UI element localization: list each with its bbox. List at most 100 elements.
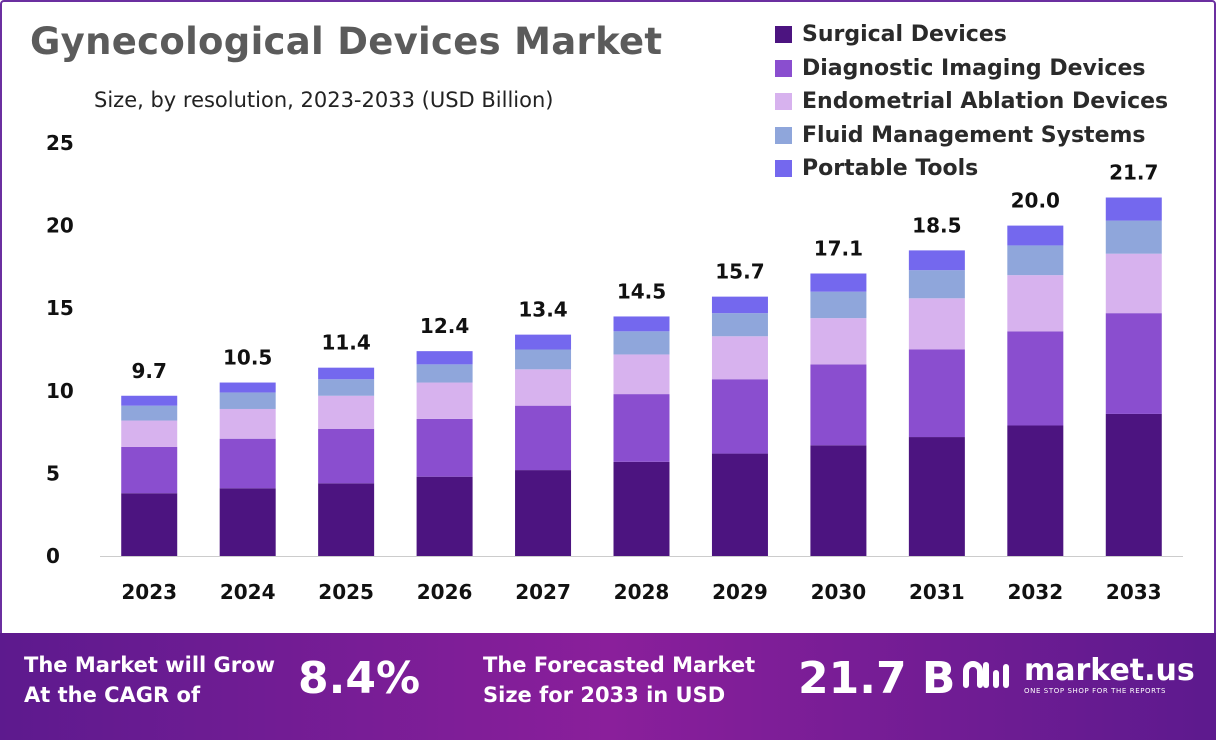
- legend-label: Surgical Devices: [802, 22, 1007, 48]
- bar-segment: [613, 331, 670, 355]
- legend-swatch: [775, 126, 792, 144]
- bar-segment: [613, 461, 670, 556]
- legend-item-endometrial-ablation-devices: Endometrial Ablation Devices: [775, 85, 1168, 119]
- brand-name: market.us: [1024, 653, 1195, 688]
- x-tick-label: 2028: [614, 580, 670, 604]
- bar-segment: [318, 395, 375, 429]
- cagr-caption-line1: The Market will Grow: [24, 653, 275, 677]
- bar-segment: [1105, 313, 1162, 414]
- bar-segment: [810, 364, 867, 446]
- bar-segment: [318, 379, 375, 396]
- summary-banner: The Market will Grow At the CAGR of 8.4%…: [0, 633, 1216, 740]
- bar-segment: [515, 334, 572, 350]
- bar-total-label: 21.7: [1109, 161, 1158, 185]
- legend-swatch: [775, 160, 792, 178]
- bar-segment: [121, 420, 178, 447]
- bar-segment: [121, 405, 178, 421]
- bar-segment: [1007, 425, 1064, 556]
- bar-total-label: 20.0: [1011, 189, 1060, 213]
- legend-swatch: [775, 59, 792, 77]
- y-tick-label: 15: [46, 296, 74, 320]
- brand-tagline: ONE STOP SHOP FOR THE REPORTS: [1024, 687, 1167, 695]
- x-tick-label: 2024: [220, 580, 276, 604]
- y-tick-label: 5: [46, 461, 60, 485]
- bar-segment: [416, 476, 473, 556]
- legend-item-surgical-devices: Surgical Devices: [775, 18, 1168, 52]
- bar-segment: [908, 349, 965, 438]
- legend-item-fluid-management-systems: Fluid Management Systems: [775, 119, 1168, 153]
- bar-segment: [515, 470, 572, 556]
- legend-item-diagnostic-imaging-devices: Diagnostic Imaging Devices: [775, 52, 1168, 86]
- bar-segment: [810, 445, 867, 556]
- y-tick-label: 0: [46, 544, 60, 568]
- bar-segment: [810, 273, 867, 292]
- bar-segment: [515, 369, 572, 406]
- x-tick-label: 2025: [318, 580, 374, 604]
- bar-segment: [219, 438, 276, 489]
- forecast-caption: The Forecasted Market Size for 2033 in U…: [483, 650, 755, 710]
- bar-segment: [908, 250, 965, 271]
- bar-segment: [416, 382, 473, 419]
- bar-segment: [1105, 413, 1162, 556]
- bar-total-label: 18.5: [912, 213, 961, 237]
- bar-segment: [908, 270, 965, 299]
- legend-item-portable-tools: Portable Tools: [775, 152, 1168, 186]
- chart-title: Gynecological Devices Market: [30, 20, 663, 63]
- bar-total-label: 10.5: [223, 346, 272, 370]
- bar-segment: [1105, 253, 1162, 314]
- bar-total-label: 15.7: [715, 260, 764, 284]
- bar-segment: [1007, 331, 1064, 426]
- bar-segment: [1007, 225, 1064, 246]
- cagr-caption: The Market will Grow At the CAGR of: [24, 650, 275, 710]
- x-tick-label: 2023: [121, 580, 177, 604]
- bar-segment: [219, 382, 276, 393]
- legend-label: Endometrial Ablation Devices: [802, 89, 1169, 115]
- y-tick-label: 10: [46, 379, 74, 403]
- bar-total-label: 17.1: [814, 237, 863, 261]
- x-tick-label: 2031: [909, 580, 965, 604]
- y-tick-label: 20: [46, 214, 74, 238]
- y-tick-label: 25: [46, 131, 74, 155]
- x-tick-label: 2030: [811, 580, 867, 604]
- bar-segment: [613, 394, 670, 462]
- stacked-bar-chart: 05101520259.7202310.5202411.4202512.4202…: [46, 131, 1183, 604]
- legend-swatch: [775, 93, 792, 111]
- bar-segment: [1007, 275, 1064, 332]
- x-tick-label: 2032: [1007, 580, 1063, 604]
- bar-segment: [416, 418, 473, 477]
- bar-segment: [908, 298, 965, 350]
- bar-segment: [121, 446, 178, 494]
- bar-total-label: 11.4: [321, 331, 370, 355]
- bar-segment: [810, 291, 867, 319]
- bar-segment: [318, 483, 375, 556]
- x-tick-label: 2029: [712, 580, 768, 604]
- bar-total-label: 13.4: [518, 298, 567, 322]
- legend-swatch: [775, 26, 792, 44]
- bar-segment: [613, 316, 670, 332]
- bar-segment: [711, 313, 768, 337]
- x-tick-label: 2033: [1106, 580, 1162, 604]
- bar-segment: [515, 405, 572, 471]
- legend: Surgical Devices Diagnostic Imaging Devi…: [775, 18, 1168, 186]
- x-tick-label: 2026: [417, 580, 473, 604]
- bar-segment: [613, 354, 670, 395]
- chart-subtitle: Size, by resolution, 2023-2033 (USD Bill…: [94, 88, 554, 112]
- market-us-logo-icon: [963, 661, 1009, 688]
- legend-label: Diagnostic Imaging Devices: [802, 55, 1146, 81]
- bar-total-label: 12.4: [420, 314, 469, 338]
- bar-segment: [810, 318, 867, 365]
- forecast-value: 21.7 B: [798, 653, 956, 704]
- cagr-value: 8.4%: [298, 653, 421, 704]
- bar-segment: [318, 428, 375, 484]
- x-tick-label: 2027: [515, 580, 571, 604]
- legend-label: Fluid Management Systems: [802, 122, 1146, 148]
- forecast-caption-line1: The Forecasted Market: [483, 653, 756, 677]
- bar-segment: [121, 493, 178, 556]
- cagr-caption-line2: At the CAGR of: [24, 683, 201, 707]
- bar-segment: [1105, 197, 1162, 221]
- bar-segment: [416, 364, 473, 383]
- forecast-caption-line2: Size for 2033 in USD: [483, 683, 726, 707]
- bar-segment: [711, 453, 768, 556]
- bar-segment: [711, 379, 768, 454]
- bar-segment: [416, 351, 473, 365]
